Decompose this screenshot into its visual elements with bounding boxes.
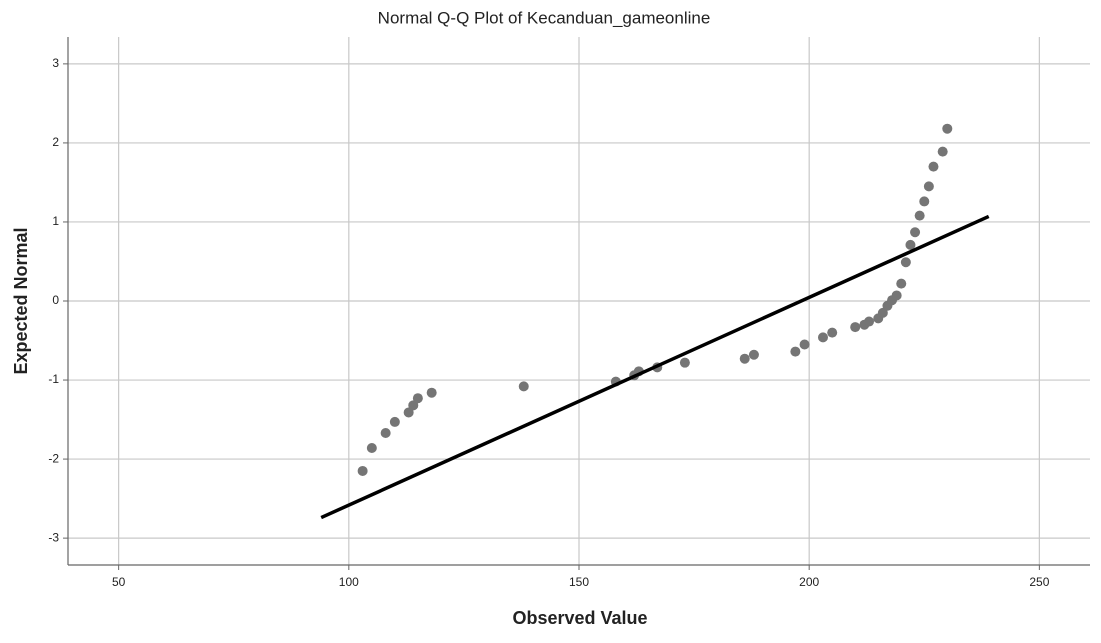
- y-axis-label: Expected Normal: [11, 227, 31, 374]
- point: [790, 346, 801, 357]
- point: [942, 123, 953, 134]
- point: [910, 227, 921, 238]
- point: [905, 239, 916, 250]
- point: [408, 400, 419, 411]
- x-tick-label: 200: [799, 575, 819, 589]
- point: [799, 339, 810, 350]
- x-tick-label: 250: [1029, 575, 1049, 589]
- y-tick-label: 0: [52, 293, 59, 307]
- y-tick-label: -2: [48, 451, 59, 465]
- y-tick-label: -3: [48, 530, 59, 544]
- point: [864, 316, 875, 327]
- point: [426, 387, 437, 398]
- y-tick-label: 3: [52, 56, 59, 70]
- point: [891, 290, 902, 301]
- point: [923, 181, 934, 192]
- point: [366, 443, 377, 454]
- point: [827, 327, 838, 338]
- point: [919, 196, 930, 207]
- point: [877, 307, 888, 318]
- point: [748, 349, 759, 360]
- point: [937, 146, 948, 157]
- point: [914, 210, 925, 221]
- point: [679, 357, 690, 368]
- point: [412, 393, 423, 404]
- point: [850, 322, 861, 333]
- point: [928, 161, 939, 172]
- x-axis-label: Observed Value: [512, 608, 647, 628]
- point: [389, 416, 400, 427]
- reference-line: [320, 214, 990, 520]
- point: [403, 407, 414, 418]
- point: [380, 428, 391, 438]
- y-tick-label: 2: [52, 135, 59, 149]
- point: [817, 332, 828, 343]
- x-tick-label: 50: [112, 575, 126, 589]
- chart-title: Normal Q-Q Plot of Kecanduan_gameonline: [378, 8, 711, 27]
- point: [357, 465, 368, 476]
- point: [518, 381, 529, 392]
- y-tick-label: 1: [52, 214, 59, 228]
- point: [900, 257, 911, 268]
- y-tick-label: -1: [48, 372, 59, 386]
- point: [896, 278, 907, 289]
- point: [739, 353, 750, 364]
- x-tick-label: 100: [339, 575, 359, 589]
- x-tick-label: 150: [569, 575, 589, 589]
